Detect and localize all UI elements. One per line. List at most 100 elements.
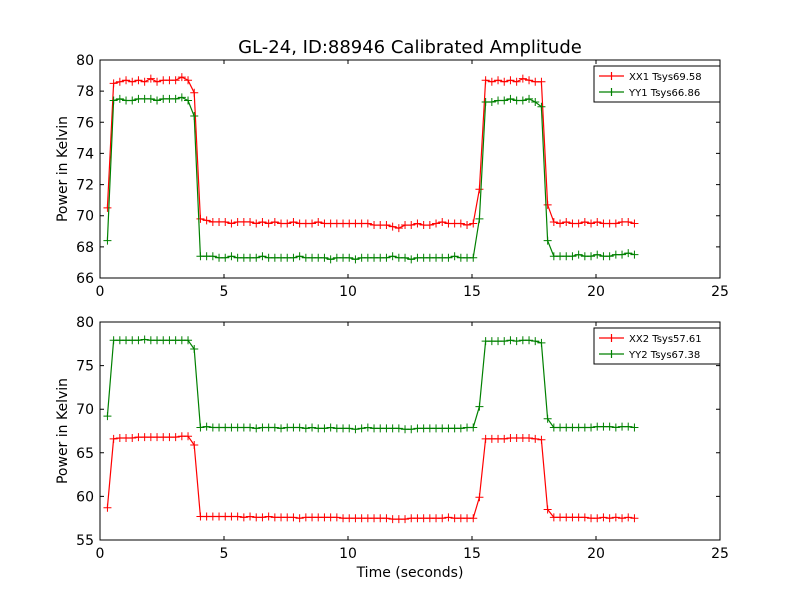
legend-swatch xyxy=(599,88,624,96)
data-point xyxy=(289,253,298,262)
data-point xyxy=(252,253,261,262)
data-point xyxy=(407,255,416,264)
data-point xyxy=(171,94,180,103)
data-point xyxy=(481,76,490,85)
data-point xyxy=(593,217,602,226)
data-point xyxy=(258,217,267,226)
y-tick-label: 70 xyxy=(76,402,94,418)
data-point xyxy=(103,412,112,421)
data-point xyxy=(140,77,149,86)
data-point xyxy=(500,337,509,346)
data-point xyxy=(537,102,546,111)
data-point xyxy=(543,414,552,423)
legend: XX1 Tsys69.58 YY1 Tsys66.86 xyxy=(593,65,721,103)
data-point xyxy=(128,77,137,86)
data-point xyxy=(246,423,255,432)
series-2 xyxy=(103,335,639,434)
data-point xyxy=(326,255,335,264)
data-point xyxy=(146,74,155,83)
data-point xyxy=(487,77,496,86)
data-point xyxy=(388,222,397,231)
data-point xyxy=(326,423,335,432)
data-point xyxy=(221,253,230,262)
data-point xyxy=(549,217,558,226)
data-point xyxy=(258,252,267,261)
data-point xyxy=(512,77,521,86)
data-point xyxy=(177,93,186,102)
data-point xyxy=(630,250,639,259)
data-point xyxy=(196,214,205,223)
data-point xyxy=(295,514,304,523)
data-point xyxy=(593,250,602,259)
data-point xyxy=(332,513,341,522)
data-point xyxy=(407,425,416,434)
y-tick-label: 60 xyxy=(76,489,94,505)
data-point xyxy=(246,217,255,226)
data-point xyxy=(171,433,180,442)
data-point xyxy=(525,94,534,103)
x-tick-label: 5 xyxy=(220,284,229,300)
top-plot: 0 5 10 15 20 25 66 68 70 72 74 76 78 80 Power in Kelvi… xyxy=(55,53,729,300)
data-point xyxy=(388,252,397,261)
data-point xyxy=(543,236,552,245)
data-point xyxy=(580,217,589,226)
y-tick-label: 72 xyxy=(76,178,94,194)
y-axis-label: Power in Kelvin xyxy=(55,116,71,222)
data-point xyxy=(525,336,534,345)
data-point xyxy=(128,433,137,442)
data-point xyxy=(587,219,596,228)
data-point xyxy=(345,424,354,433)
series-line xyxy=(106,76,635,229)
data-point xyxy=(295,423,304,432)
data-point xyxy=(202,422,211,431)
data-point xyxy=(512,337,521,346)
x-tick-label: 5 xyxy=(220,546,229,562)
data-point xyxy=(128,96,137,105)
data-point xyxy=(363,219,372,228)
data-point xyxy=(382,514,391,523)
plot-frame xyxy=(99,321,721,541)
x-tick-label: 20 xyxy=(587,546,605,562)
data-point xyxy=(413,219,422,228)
data-point xyxy=(289,217,298,226)
data-point xyxy=(518,74,527,83)
data-point xyxy=(475,493,484,502)
data-point xyxy=(363,423,372,432)
x-tick-label: 15 xyxy=(463,546,481,562)
data-point xyxy=(184,96,193,105)
data-point xyxy=(618,250,627,259)
data-point xyxy=(500,434,509,443)
x-tick-label: 25 xyxy=(711,284,729,300)
data-point xyxy=(227,219,236,228)
data-point xyxy=(184,76,193,85)
y-tick-label: 76 xyxy=(76,115,94,131)
data-point xyxy=(146,94,155,103)
data-point xyxy=(580,513,589,522)
data-point xyxy=(630,219,639,228)
data-point xyxy=(444,253,453,262)
data-point xyxy=(543,200,552,209)
data-point xyxy=(450,252,459,261)
data-point xyxy=(308,423,317,432)
data-point xyxy=(438,514,447,523)
data-point xyxy=(487,98,496,107)
data-point xyxy=(140,335,149,344)
data-point xyxy=(630,423,639,432)
data-point xyxy=(469,253,478,262)
data-point xyxy=(618,514,627,523)
data-point xyxy=(122,76,131,85)
x-tick-label: 25 xyxy=(711,546,729,562)
data-point xyxy=(301,424,310,433)
data-point xyxy=(184,432,193,441)
data-point xyxy=(109,79,118,88)
y-tick-label: 74 xyxy=(76,146,94,162)
data-point xyxy=(394,224,403,233)
data-point xyxy=(525,433,534,442)
data-point xyxy=(103,236,112,245)
data-point xyxy=(153,96,162,105)
legend-label: XX2 Tsys57.61 xyxy=(629,334,702,345)
y-axis-label: Power in Kelvin xyxy=(55,378,71,484)
plot-frame xyxy=(99,59,721,279)
data-point xyxy=(469,423,478,432)
data-point xyxy=(469,514,478,523)
